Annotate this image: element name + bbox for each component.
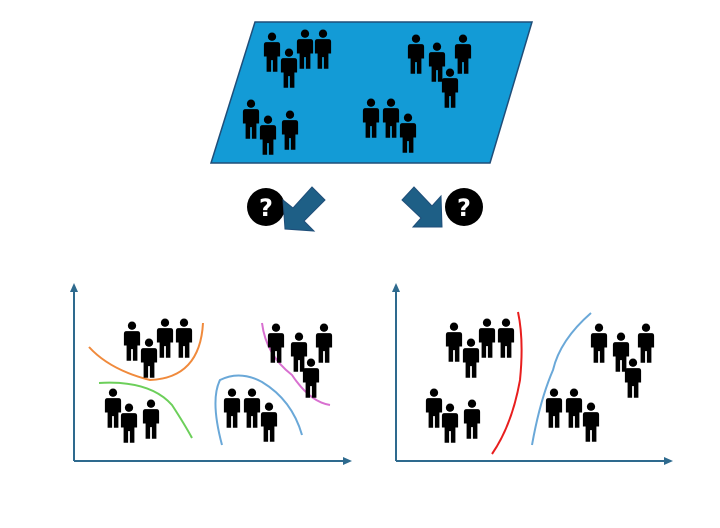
boundary-curve-red (491, 311, 523, 455)
person-icon (267, 323, 285, 363)
right-panel (392, 283, 673, 465)
data-plane (209, 21, 534, 164)
right-panel-boundaries (491, 311, 592, 455)
person-icon (590, 323, 608, 363)
boundary-curve-green (98, 381, 193, 439)
person-icon (120, 403, 138, 443)
person-icon (441, 403, 459, 443)
person-icon (497, 318, 515, 358)
question-badge-right-symbol: ? (457, 194, 471, 222)
down-arrow-icon (282, 186, 326, 232)
person-icon (140, 338, 158, 378)
boundary-curve-blue (531, 312, 592, 446)
person-icon (425, 388, 443, 428)
left-panel-cluster-4 (223, 388, 278, 442)
left-branch: ? (247, 186, 326, 232)
left-panel-boundaries (88, 322, 331, 446)
right-branch: ? (401, 186, 483, 228)
person-icon (104, 388, 122, 428)
data-plane-parallelogram (209, 21, 534, 164)
boundary-curve-pink (261, 322, 331, 406)
question-badge-left-symbol: ? (259, 194, 273, 222)
right-panel-axes (392, 283, 673, 465)
person-icon (462, 338, 480, 378)
person-icon (637, 323, 655, 363)
person-icon (290, 332, 308, 372)
person-icon (156, 318, 174, 358)
person-icon (463, 399, 481, 439)
question-badge-right: ? (445, 188, 483, 226)
person-icon (565, 388, 583, 428)
person-icon (175, 318, 193, 358)
right-panel-cluster-4 (545, 388, 600, 442)
person-icon (545, 388, 563, 428)
boundary-curve-blue (214, 374, 303, 446)
person-icon (445, 322, 463, 362)
down-arrow-icon (401, 186, 443, 228)
left-panel-cluster-3 (104, 388, 160, 443)
person-icon (478, 318, 496, 358)
left-panel-axes (70, 283, 352, 465)
boundary-curve-orange (88, 322, 204, 382)
person-icon (123, 321, 141, 361)
person-icon (315, 323, 333, 363)
right-panel-cluster-1 (445, 318, 515, 378)
left-panel (70, 283, 352, 465)
right-panel-cluster-2 (590, 323, 655, 398)
person-icon (260, 402, 278, 442)
person-icon (624, 358, 642, 398)
person-icon (612, 332, 630, 372)
person-icon (243, 388, 261, 428)
left-panel-cluster-1 (123, 318, 193, 378)
right-panel-cluster-3 (425, 388, 481, 443)
question-badge-left: ? (247, 188, 285, 226)
person-icon (223, 388, 241, 428)
person-icon (582, 402, 600, 442)
person-icon (142, 399, 160, 439)
